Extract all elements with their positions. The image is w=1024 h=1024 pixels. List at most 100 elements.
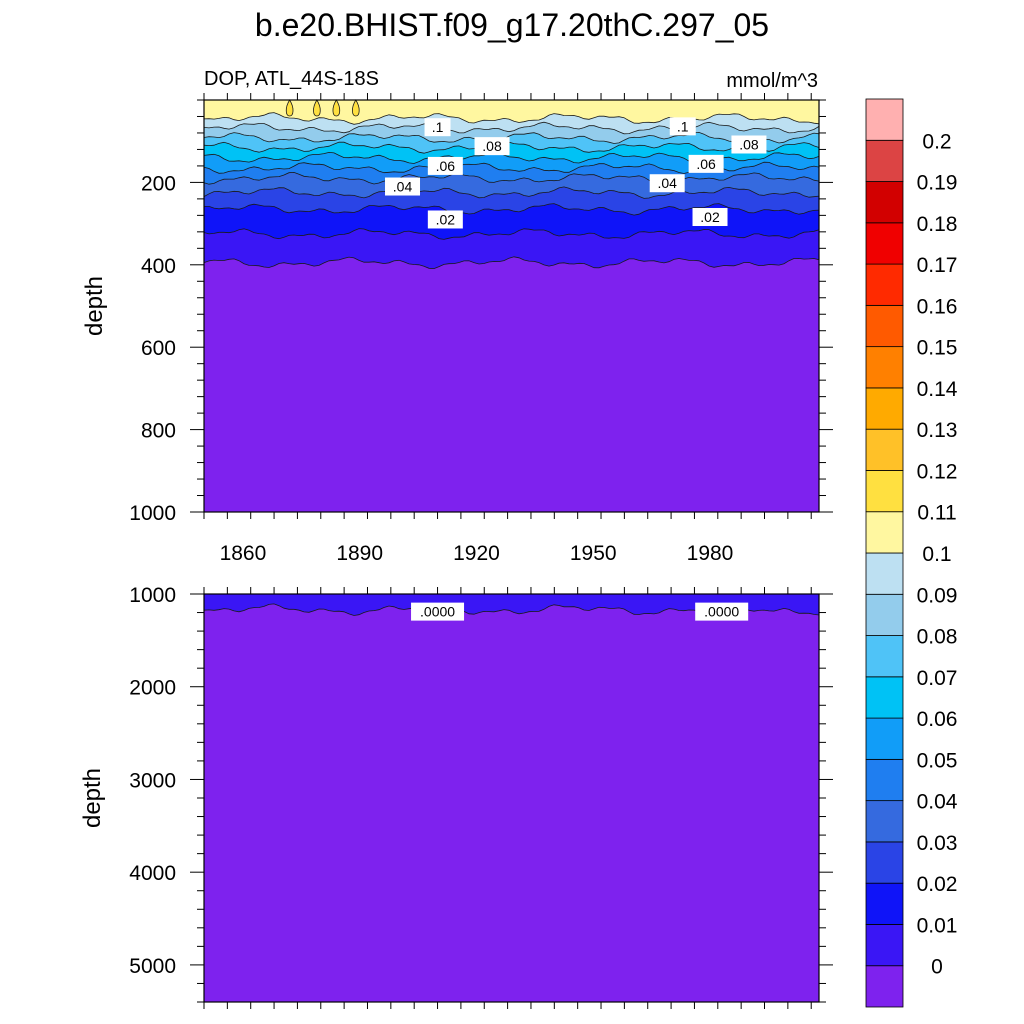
contour-line: [203, 141, 820, 154]
x-tick-label: 1890: [336, 542, 383, 565]
contour-label-box: [474, 137, 510, 156]
colorbar-label: 0: [931, 956, 943, 979]
contour-line: [203, 121, 820, 135]
contour-label-box: [427, 210, 463, 229]
colorbar-swatch: [865, 800, 904, 843]
colorbar-swatch: [865, 263, 904, 306]
colorbar-swatch: [865, 882, 904, 925]
contour-line: [203, 228, 820, 240]
lower-y-axis-label: depth: [79, 768, 106, 828]
y-tick-label: 600: [141, 337, 176, 360]
colorbar-label: 0.2: [922, 130, 951, 153]
contour-label: .02: [436, 211, 456, 227]
colorbar-label: 0.07: [917, 667, 958, 690]
colorbar-label: 0.01: [917, 914, 958, 937]
contour-label: .08: [482, 138, 502, 154]
colorbar-label: 0.16: [917, 295, 958, 318]
contour-label-box: [385, 177, 421, 196]
x-tick-label: 1920: [453, 542, 500, 565]
colorbar-label: 0.18: [917, 213, 958, 236]
contour-label: .08: [739, 136, 759, 152]
x-tick-label: 1950: [570, 542, 617, 565]
colorbar-swatch: [865, 304, 904, 348]
contour-label-box: [669, 117, 696, 136]
y-tick-label: 4000: [129, 862, 176, 885]
colorbar-swatch: [865, 841, 904, 884]
contour-patch: [332, 99, 341, 117]
contour-label-box: [424, 118, 451, 137]
colorbar-label: 0.11: [917, 502, 956, 525]
upper-y-axis-label: depth: [81, 276, 108, 336]
x-tick-label: 1980: [687, 542, 734, 565]
contour-label: .02: [700, 209, 720, 225]
contour-label-box: [649, 174, 685, 193]
contour-label: .06: [436, 158, 456, 174]
y-tick-label: 2000: [129, 677, 176, 700]
colorbar-label: 0.06: [917, 708, 958, 731]
contour-label: .1: [432, 119, 444, 135]
colorbar-label: 0.04: [917, 791, 958, 814]
colorbar-label: 0.12: [917, 460, 958, 483]
colorbar-swatch: [865, 593, 904, 636]
contour-label-box: [427, 156, 463, 175]
colorbar-label: 0.15: [917, 337, 958, 360]
units-label: mmol/m^3: [726, 70, 818, 92]
colorbar-label: 0.14: [917, 378, 958, 401]
y-tick-label: 200: [141, 172, 176, 195]
upper-panel: .1 .1 .08 .08 .06 .06 .04 .04 .02 .02 200 400 600 800…: [129, 99, 833, 525]
colorbar-swatch: [865, 139, 904, 182]
colorbar-label: 0.02: [917, 873, 958, 896]
colorbar-swatch: [865, 965, 904, 1008]
x-tick-label: 1860: [220, 542, 267, 565]
contour-label-box: [692, 208, 728, 227]
colorbar-swatch: [865, 924, 904, 967]
contour-line: [203, 186, 820, 199]
contour-label-box: [731, 135, 767, 154]
colorbar-swatch: [865, 98, 904, 141]
panel-background: [204, 594, 819, 1002]
colorbar-swatch: [865, 470, 904, 513]
contour-line: [203, 171, 820, 185]
colorbar-swatch: [865, 346, 904, 389]
colorbar-swatch: [865, 758, 904, 802]
colorbar-label: 0.19: [917, 172, 958, 195]
colorbar-swatch: [865, 181, 904, 224]
x-axis: 1860 1890 1920 1950 1980: [203, 93, 812, 1009]
variable-label: DOP, ATL_44S-18S: [204, 68, 379, 90]
y-tick-label: 400: [141, 255, 176, 278]
colorbar: 0 0.01 0.02 0.03 0.04 0.05 0.06 0.07 0.08 0.09 0.1…: [865, 98, 958, 1008]
contour-label-box: [688, 154, 724, 173]
colorbar-swatch: [865, 387, 904, 430]
contour-label: .0000: [704, 604, 739, 620]
colorbar-swatch: [865, 511, 904, 554]
colorbar-label: 0.17: [917, 254, 958, 277]
colorbar-swatch: [865, 222, 904, 265]
contour-line: [203, 131, 820, 144]
contour-label: .04: [657, 175, 677, 191]
colorbar-label: 0.09: [917, 584, 958, 607]
colorbar-label: 0.05: [917, 749, 958, 772]
y-tick-label: 800: [141, 420, 176, 443]
contour-label: .06: [696, 156, 716, 172]
contour-label: .0000: [420, 604, 455, 620]
figure-title: b.e20.BHIST.f09_g17.20thC.297_05: [255, 7, 769, 43]
colorbar-swatch: [865, 428, 904, 471]
contour-label-box: [695, 602, 749, 621]
contour-label-box: [411, 602, 465, 621]
contour-patch: [313, 99, 321, 117]
contour-line: [203, 112, 820, 125]
colorbar-label: 0.08: [917, 626, 958, 649]
colorbar-label: 0.13: [917, 419, 958, 442]
contour-label: .04: [393, 179, 413, 195]
colorbar-swatch: [865, 635, 904, 678]
y-tick-label: 5000: [129, 955, 176, 978]
y-tick-label: 3000: [129, 769, 176, 792]
contour-line: [204, 203, 820, 216]
contour-band: [204, 594, 819, 616]
lower-panel: .0000 .0000 1000 2000 3000 4000 5000: [129, 584, 833, 1003]
colorbar-swatch: [865, 676, 904, 719]
y-tick-label: 1000: [129, 584, 176, 607]
contour-patch: [285, 99, 294, 117]
contour-line: [203, 256, 820, 270]
